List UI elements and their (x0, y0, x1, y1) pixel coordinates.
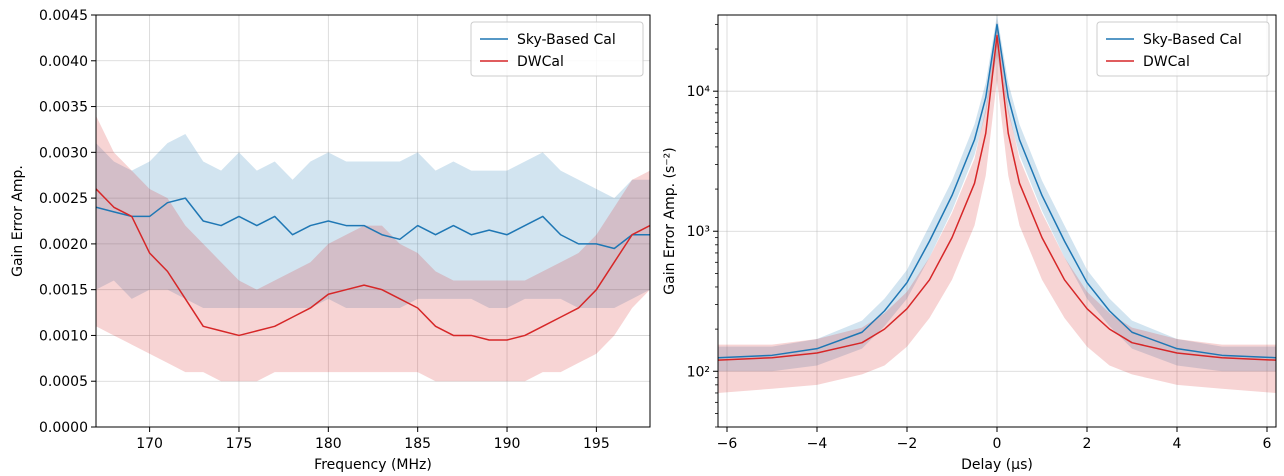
axes-frame (95, 14, 651, 428)
y-tick-label-3: 0.0015 (39, 283, 88, 299)
x-tick-label-1: 175 (226, 436, 253, 452)
y-tick-label-1: 10³ (687, 224, 710, 240)
x-tick-label-2: −2 (897, 436, 918, 452)
series-line-0 (96, 197, 650, 250)
plot-area (718, 15, 1276, 393)
y-tick-label-5: 0.0025 (39, 191, 88, 207)
x-tick-label-0: 170 (136, 436, 163, 452)
legend-entry-1: DWCal (517, 54, 564, 70)
legend-box (470, 21, 644, 77)
y-tick-label-0: 0.0000 (39, 420, 88, 436)
x-tick-label-5: 4 (1173, 436, 1182, 452)
x-axis-label: Frequency (MHz) (314, 457, 432, 473)
y-axis-label: Gain Error Amp. (s⁻²) (662, 147, 678, 294)
y-tick-label-6: 0.0030 (39, 145, 88, 161)
legend: Sky-Based Cal DWCal (1096, 21, 1270, 77)
series-line-0 (718, 23, 1276, 359)
y-tick-label-0: 10² (687, 364, 710, 380)
y-tick-label-2: 0.0010 (39, 328, 88, 344)
series-band-0 (96, 134, 650, 308)
x-tick-label-4: 190 (494, 436, 521, 452)
x-tick-label-4: 2 (1083, 436, 1092, 452)
left-chart: 170 175 180 185 190 195 0.0000 0.0005 0.0010 0.00… (10, 8, 651, 473)
y-tick-label-1: 0.0005 (39, 374, 88, 390)
legend: Sky-Based Cal DWCal (470, 21, 644, 77)
legend-box (1096, 21, 1270, 77)
legend-entry-1: DWCal (1143, 54, 1190, 70)
legend-entry-0: Sky-Based Cal (517, 32, 616, 48)
y-tick-label-8: 0.0040 (39, 54, 88, 70)
x-tick-label-3: 185 (404, 436, 431, 452)
x-tick-label-2: 180 (315, 436, 342, 452)
series-band-1 (96, 115, 650, 382)
x-axis-label: Delay (μs) (961, 457, 1033, 473)
x-tick-label-1: −4 (807, 436, 828, 452)
y-axis-label: Gain Error Amp. (10, 165, 26, 277)
y-tick-label-2: 10⁴ (687, 84, 711, 100)
grid (96, 14, 650, 428)
legend-entry-0: Sky-Based Cal (1143, 32, 1242, 48)
x-tick-label-5: 195 (583, 436, 610, 452)
right-chart: −6 −4 −2 0 2 4 6 10² 10³ 10⁴ Delay (μs) Gain Error … (662, 14, 1277, 473)
x-tick-label-0: −6 (717, 436, 738, 452)
y-tick-label-4: 0.0020 (39, 237, 88, 253)
y-tick-label-7: 0.0035 (39, 100, 88, 116)
grid (718, 15, 1276, 427)
series-line-1 (96, 188, 650, 341)
x-tick-label-6: 6 (1263, 436, 1272, 452)
y-tick-label-9: 0.0045 (39, 8, 88, 24)
series-line-1 (718, 34, 1276, 361)
x-tick-label-3: 0 (993, 436, 1002, 452)
plot-area (96, 115, 650, 382)
